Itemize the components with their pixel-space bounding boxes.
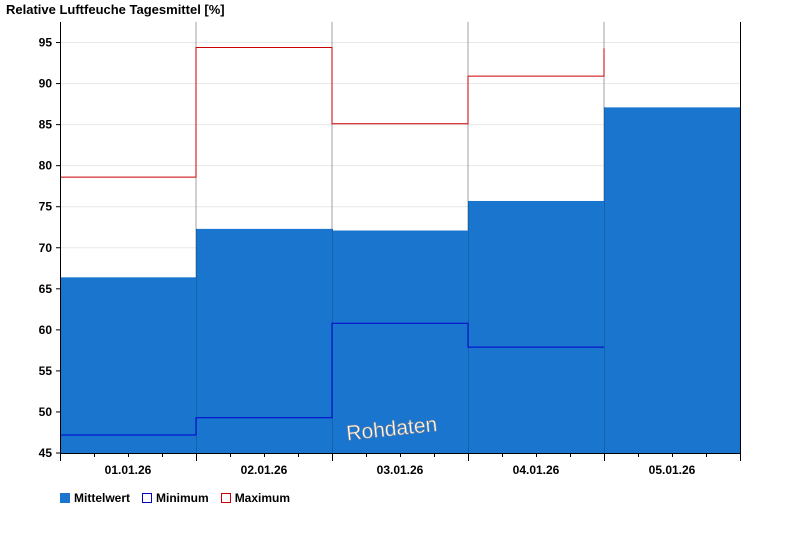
bars-layer	[60, 107, 740, 453]
legend: Mittelwert Minimum Maximum	[60, 491, 302, 505]
legend-swatch-mittelwert	[60, 493, 70, 503]
legend-label-mittelwert: Mittelwert	[74, 491, 131, 505]
legend-item-mittelwert: Mittelwert	[60, 491, 130, 505]
y-tick-label: 90	[39, 77, 53, 91]
x-tick-label: 05.01.26	[649, 463, 696, 477]
y-tick-label: 95	[39, 36, 53, 50]
line-maximum	[60, 46, 605, 178]
bar-mittelwert	[468, 200, 604, 453]
lines-layer	[60, 46, 605, 436]
y-tick-label: 85	[39, 118, 53, 132]
y-tick-label: 75	[39, 200, 53, 214]
y-tick-label: 45	[39, 446, 53, 460]
y-tick-label: 65	[39, 282, 53, 296]
y-tick-label: 60	[39, 323, 53, 337]
x-tick-label: 03.01.26	[377, 463, 424, 477]
bar-mittelwert	[196, 228, 332, 453]
chart-title: Relative Luftfeuche Tagesmittel [%]	[6, 2, 225, 17]
x-tick-label: 02.01.26	[241, 463, 288, 477]
legend-swatch-maximum	[220, 493, 231, 503]
legend-label-maximum: Maximum	[234, 491, 291, 505]
legend-item-minimum: Minimum	[142, 491, 209, 505]
legend-item-maximum: Maximum	[220, 491, 291, 505]
bar-mittelwert	[60, 277, 196, 453]
line-minimum	[60, 322, 604, 436]
y-tick-label: 55	[39, 364, 53, 378]
x-tick-label: 01.01.26	[105, 463, 152, 477]
axis-layer: 45 50 55 60 65 70 75 80 85 90 95 01.01.26 02.01.26 03…	[39, 22, 741, 477]
legend-label-minimum: Minimum	[156, 491, 209, 505]
x-tick-label: 04.01.26	[513, 463, 560, 477]
bar-mittelwert	[604, 107, 740, 453]
y-tick-label: 70	[39, 241, 53, 255]
y-tick-label: 50	[39, 405, 53, 419]
bar-mittelwert	[332, 230, 468, 453]
y-tick-label: 80	[39, 159, 53, 173]
legend-swatch-minimum	[142, 493, 153, 503]
